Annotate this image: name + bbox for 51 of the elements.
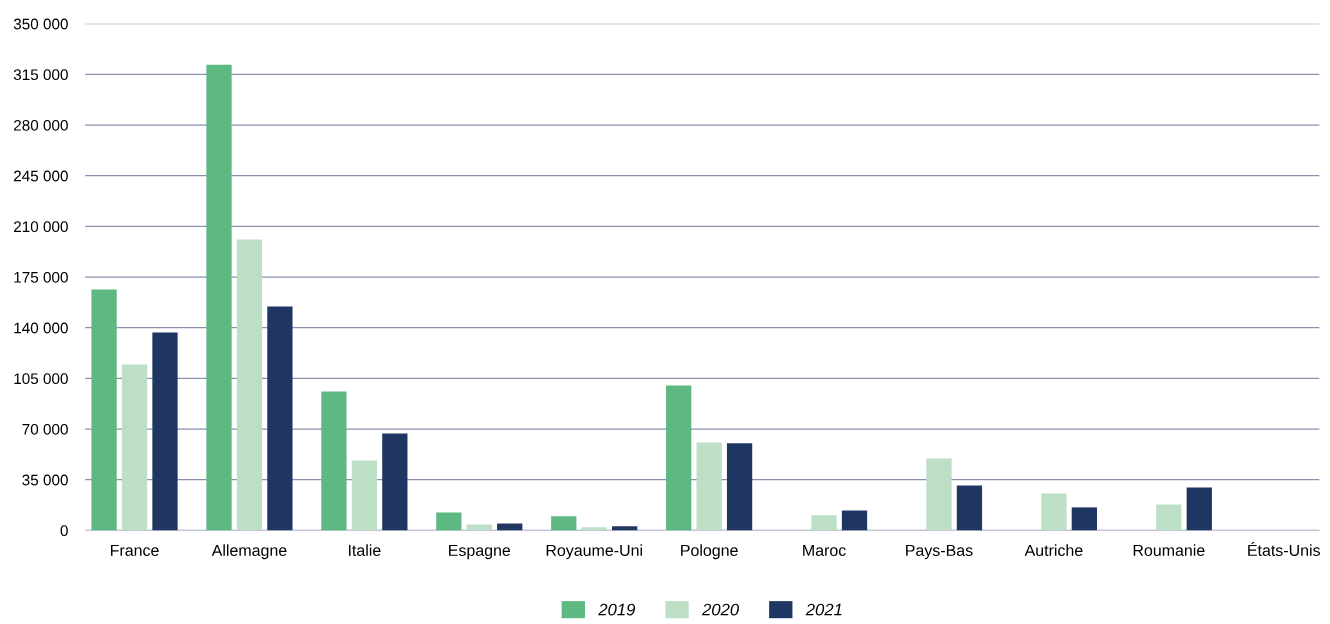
y-tick-label: 280 000	[14, 119, 68, 131]
bar	[1156, 504, 1182, 531]
y-tick-label: 175 000	[14, 271, 68, 283]
x-tick-label: Roumanie	[1133, 544, 1205, 557]
bar	[696, 442, 722, 531]
bar	[811, 515, 837, 531]
x-tick-label: Autriche	[1024, 544, 1083, 557]
bar	[382, 433, 408, 531]
bar	[1186, 487, 1212, 531]
bar	[1071, 507, 1097, 531]
bar	[121, 364, 148, 531]
y-tick-label: 245 000	[14, 170, 68, 182]
x-tick-label: Maroc	[803, 544, 846, 557]
bar	[726, 443, 753, 531]
x-tick-label: États-Unis	[1248, 542, 1320, 557]
bar	[497, 523, 523, 531]
bar	[351, 460, 378, 531]
x-tick-label: Allemagne	[211, 544, 287, 560]
bar	[1041, 493, 1067, 531]
legend-label: 2019	[598, 603, 636, 616]
legend-label: 2021	[805, 603, 842, 616]
bar	[612, 526, 638, 531]
y-tick-label: 350 000	[13, 18, 68, 30]
bar	[666, 385, 692, 531]
x-tick-label: Royaume-Uni	[546, 544, 642, 560]
y-tick-label: 140 000	[14, 322, 68, 334]
x-tick-label: Italie	[348, 544, 381, 557]
bar	[581, 527, 607, 531]
bar	[236, 239, 263, 531]
bar	[321, 391, 347, 531]
y-tick-label: 210 000	[14, 221, 68, 233]
y-tick-label: 105 000	[14, 373, 68, 385]
bar	[91, 289, 117, 531]
x-tick-label: Pays-Bas	[906, 544, 973, 560]
bar	[206, 64, 232, 531]
x-tick-label: Espagne	[449, 544, 511, 560]
bar	[267, 306, 293, 531]
bar	[436, 512, 462, 531]
bar	[152, 332, 178, 531]
x-tick-label: France	[110, 544, 159, 557]
bar	[926, 458, 952, 531]
y-tick-label: 315 000	[13, 69, 68, 81]
bar	[466, 524, 492, 531]
y-tick-label: 0	[60, 525, 68, 537]
bar	[551, 516, 577, 531]
bar	[841, 510, 868, 531]
x-tick-label: Pologne	[681, 544, 738, 560]
legend-label: 2020	[701, 603, 739, 616]
y-tick-label: 35 000	[22, 474, 68, 486]
y-tick-label: 70 000	[22, 423, 68, 435]
bar	[956, 485, 983, 531]
